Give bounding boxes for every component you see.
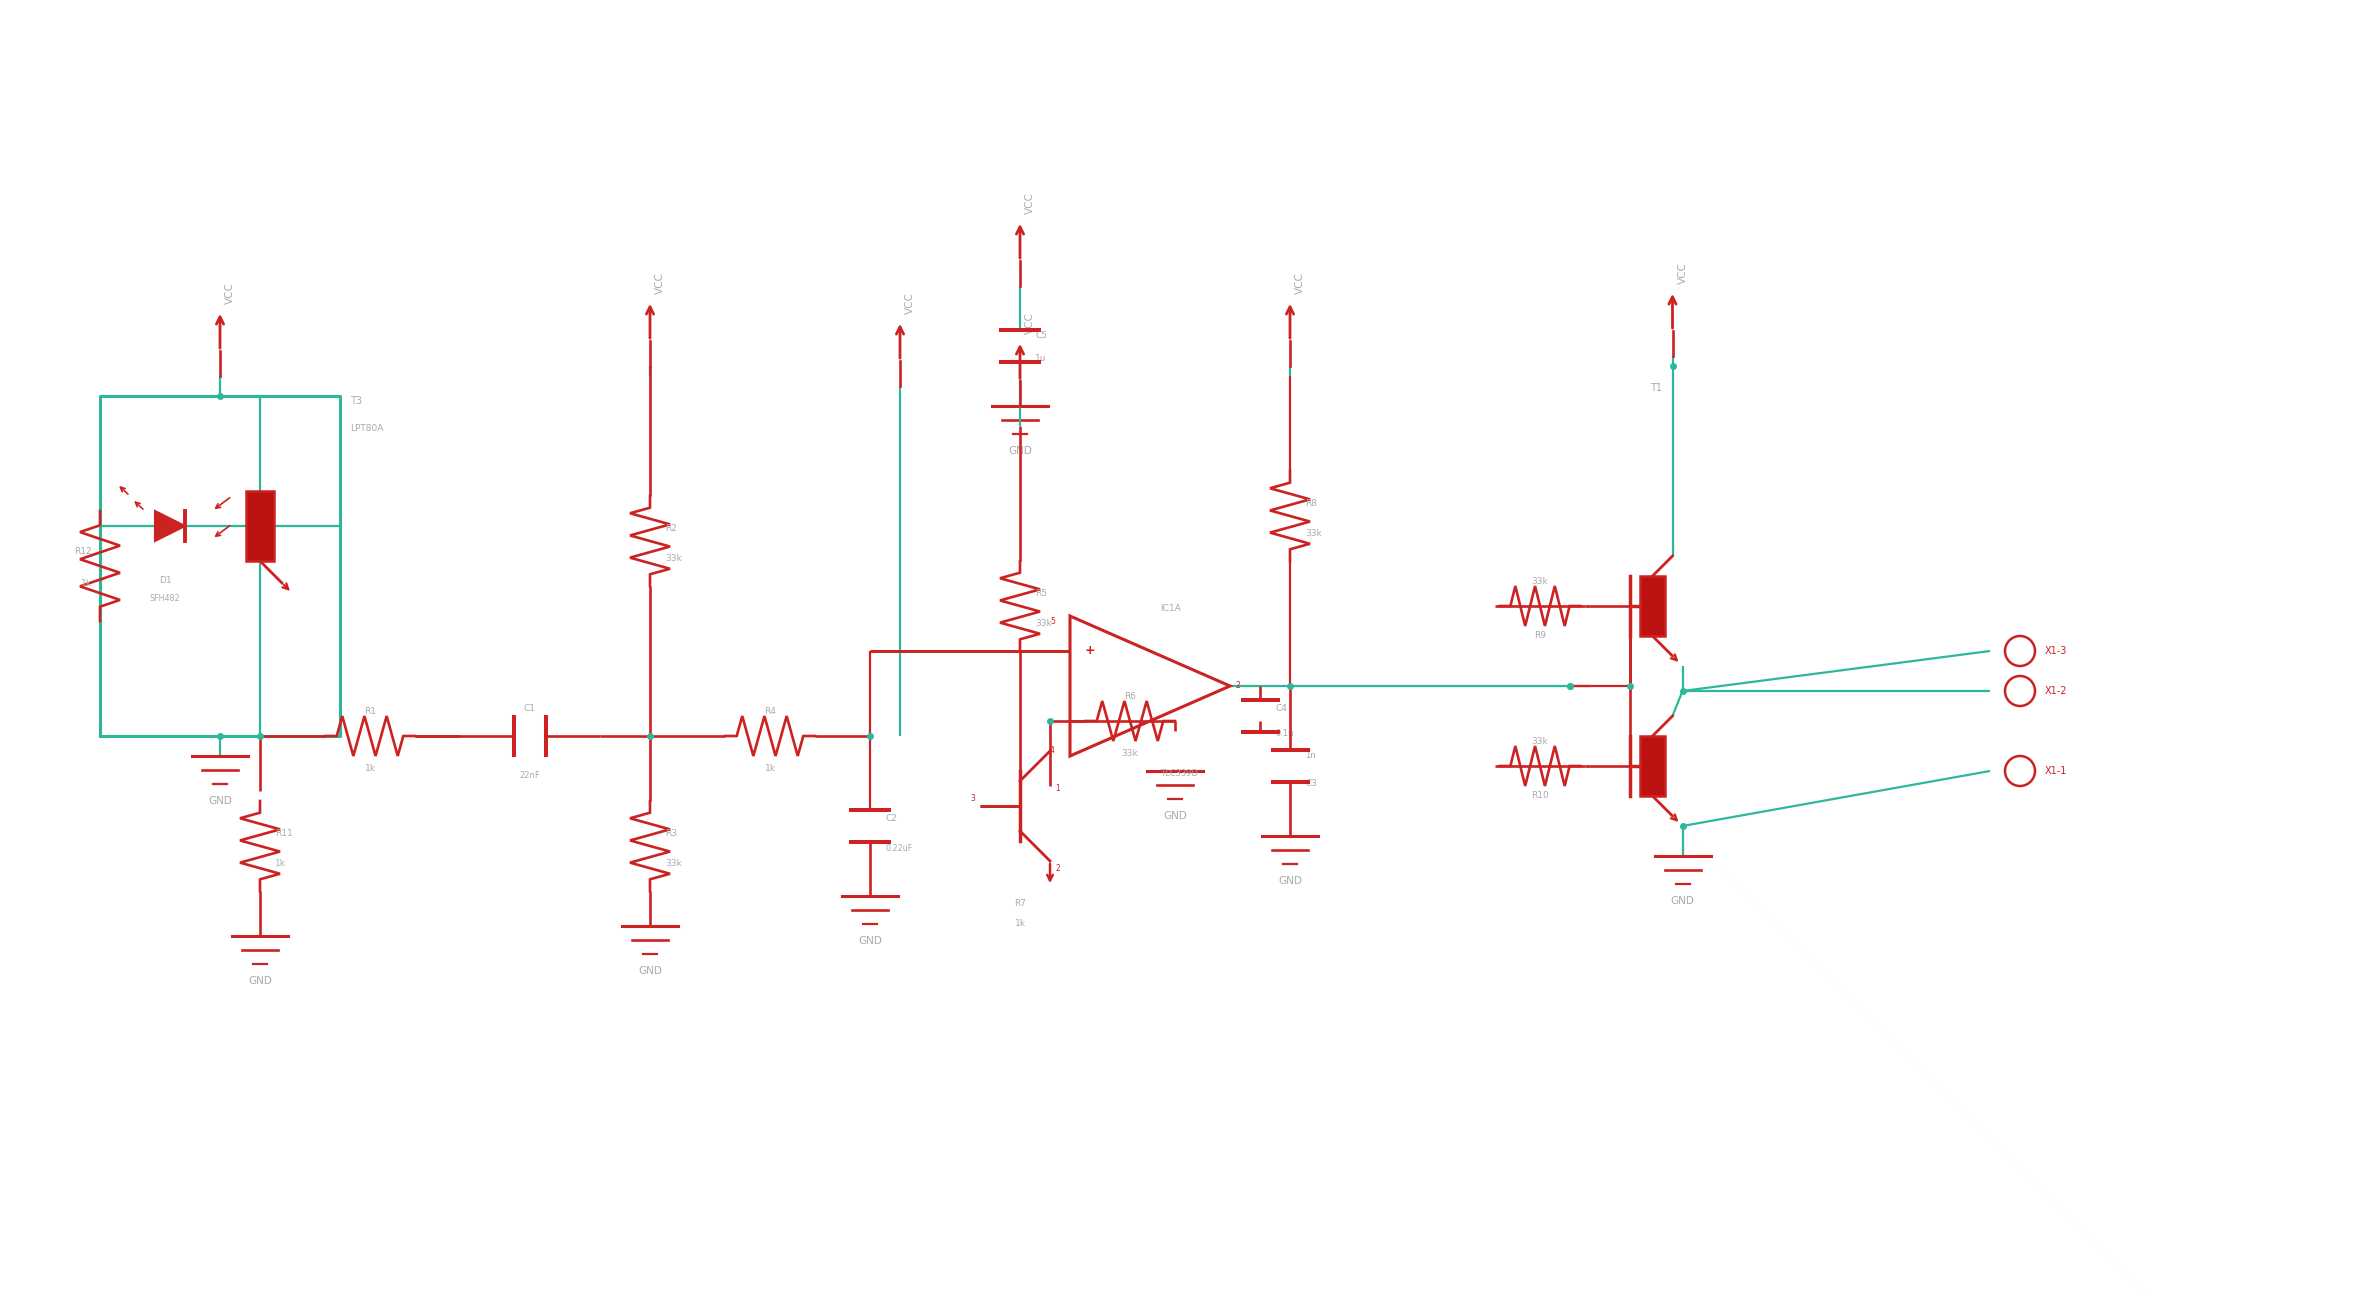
Text: 0.1u: 0.1u <box>1275 728 1294 737</box>
Text: X1-3: X1-3 <box>2045 645 2066 656</box>
Text: 1: 1 <box>1054 784 1059 793</box>
Text: R2: R2 <box>665 524 677 533</box>
Text: C2: C2 <box>886 814 898 823</box>
Text: C3: C3 <box>1304 779 1318 788</box>
Bar <box>1641 736 1665 796</box>
Text: R7: R7 <box>1014 899 1026 908</box>
Text: 2: 2 <box>1235 682 1240 691</box>
Text: TLC339D: TLC339D <box>1159 769 1197 778</box>
Text: LPT80A: LPT80A <box>349 424 382 433</box>
Text: R1: R1 <box>363 708 375 715</box>
Text: 33k: 33k <box>1532 737 1548 746</box>
Text: GND: GND <box>857 936 881 946</box>
Text: T2: T2 <box>1651 748 1662 758</box>
Text: X1-1: X1-1 <box>2045 766 2066 776</box>
Text: 1n: 1n <box>1304 750 1316 759</box>
Text: R5: R5 <box>1036 588 1047 597</box>
Text: C1: C1 <box>525 704 537 713</box>
Text: T3: T3 <box>349 397 361 406</box>
Text: VCC: VCC <box>1026 312 1036 334</box>
Text: R11: R11 <box>276 829 292 839</box>
Text: 33k: 33k <box>1036 619 1052 629</box>
Text: +: + <box>1085 644 1095 657</box>
Text: 5: 5 <box>1050 617 1054 626</box>
Text: SFH482: SFH482 <box>150 594 180 603</box>
Text: R9: R9 <box>1534 631 1546 640</box>
Text: 33k: 33k <box>665 859 682 868</box>
Text: R6: R6 <box>1123 692 1135 701</box>
Text: 4: 4 <box>1050 746 1054 756</box>
Text: GND: GND <box>1670 896 1693 906</box>
Text: VCC: VCC <box>1677 262 1689 284</box>
Text: 1u: 1u <box>1036 354 1047 363</box>
Text: 1k: 1k <box>363 765 375 772</box>
Text: X1-2: X1-2 <box>2045 686 2069 696</box>
Text: 33k: 33k <box>1532 577 1548 586</box>
Text: 1k: 1k <box>276 859 285 868</box>
Text: VCC: VCC <box>905 292 914 314</box>
Text: VCC: VCC <box>1026 192 1036 214</box>
Text: 22nF: 22nF <box>520 771 542 780</box>
Text: GND: GND <box>1007 446 1031 456</box>
Text: C5: C5 <box>1036 330 1047 340</box>
Text: VCC: VCC <box>1294 272 1304 294</box>
Polygon shape <box>154 511 185 540</box>
Bar <box>247 491 273 561</box>
Text: 0.22uF: 0.22uF <box>886 844 912 853</box>
Text: 33k: 33k <box>1121 749 1138 758</box>
Text: 1k: 1k <box>765 765 777 772</box>
Text: −: − <box>1085 714 1095 727</box>
Text: D1: D1 <box>159 575 171 584</box>
Text: R8: R8 <box>1304 499 1318 508</box>
Text: 2: 2 <box>1054 864 1059 874</box>
Text: GND: GND <box>639 966 663 976</box>
Text: VCC: VCC <box>226 283 235 305</box>
Text: 1k: 1k <box>1014 919 1026 928</box>
Text: GND: GND <box>209 796 233 806</box>
Text: R10: R10 <box>1532 791 1548 800</box>
Text: GND: GND <box>1164 811 1188 820</box>
Text: VCC: VCC <box>656 272 665 294</box>
Text: R4: R4 <box>765 708 777 715</box>
Text: T1: T1 <box>1651 384 1662 393</box>
Text: 1k: 1k <box>81 579 93 588</box>
Text: R12: R12 <box>74 547 93 556</box>
Text: IC1A: IC1A <box>1159 604 1180 613</box>
Text: 3: 3 <box>969 794 976 804</box>
Text: 33k: 33k <box>1304 529 1323 538</box>
Text: GND: GND <box>1278 876 1302 886</box>
Bar <box>1641 575 1665 636</box>
Text: C4: C4 <box>1275 704 1287 713</box>
Text: GND: GND <box>247 976 271 986</box>
Text: 33k: 33k <box>665 553 682 562</box>
Text: R3: R3 <box>665 829 677 839</box>
